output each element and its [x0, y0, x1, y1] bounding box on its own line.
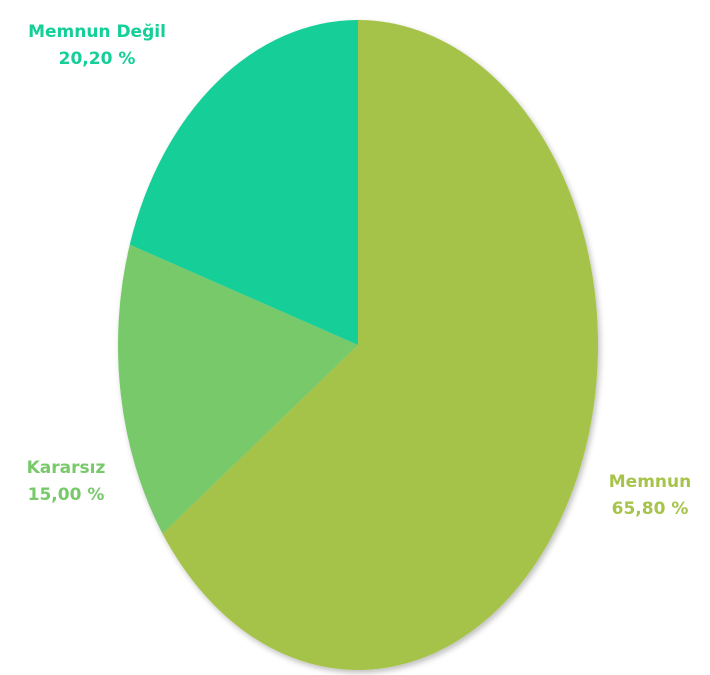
slice-value-label: 15,00 %: [28, 485, 105, 505]
pie: [117, 20, 598, 670]
pie-slice: [162, 20, 598, 670]
slice-value-label: 20,20 %: [59, 49, 136, 69]
slice-label: Memnun: [609, 472, 691, 492]
slice-value-label: 65,80 %: [612, 499, 689, 519]
slice-label: Memnun Değil: [28, 22, 166, 42]
slice-label: Kararsız: [27, 458, 106, 478]
pie-slice: [129, 20, 358, 345]
pie-slice: [117, 244, 358, 534]
